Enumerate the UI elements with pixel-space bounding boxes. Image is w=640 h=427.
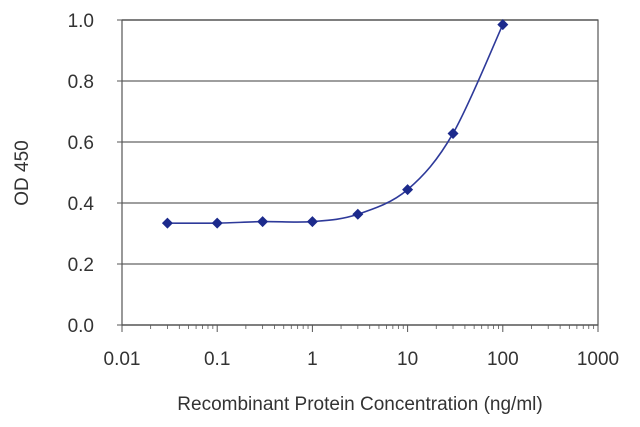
data-point-1 <box>211 217 223 229</box>
data-point-6 <box>447 127 459 139</box>
plot-area-frame <box>121 19 599 326</box>
x-tick-label: 1 <box>307 349 318 370</box>
y-axis-title: OD 450 <box>12 140 33 205</box>
y-tick-label: 0.2 <box>68 255 94 276</box>
series-line <box>167 24 504 225</box>
data-point-0 <box>161 217 173 229</box>
data-point-7 <box>497 19 509 31</box>
y-tick-label: 0.6 <box>68 133 94 154</box>
y-tick-label: 1.0 <box>68 11 94 32</box>
data-point-3 <box>306 216 318 228</box>
x-tick-label: 1000 <box>577 349 619 370</box>
x-tick-label: 0.01 <box>104 349 141 370</box>
y-tick-label: 0.4 <box>68 194 95 215</box>
data-point-5 <box>402 184 414 196</box>
data-points <box>161 19 509 229</box>
y-axis-ticks: 0.0 0.2 0.4 0.6 0.8 1.0 <box>68 11 122 337</box>
x-tick-label: 100 <box>487 349 519 370</box>
y-tick-label: 0.8 <box>68 72 94 93</box>
x-tick-label: 0.1 <box>204 349 230 370</box>
y-tick-label: 0.0 <box>68 316 94 337</box>
x-axis-ticks: 0.01 0.1 1 10 100 1000 <box>104 325 619 370</box>
x-tick-label: 10 <box>397 349 418 370</box>
gridlines <box>122 19 598 326</box>
data-point-2 <box>257 216 269 228</box>
data-point-4 <box>352 208 364 220</box>
x-axis-title: Recombinant Protein Concentration (ng/ml… <box>177 394 542 415</box>
